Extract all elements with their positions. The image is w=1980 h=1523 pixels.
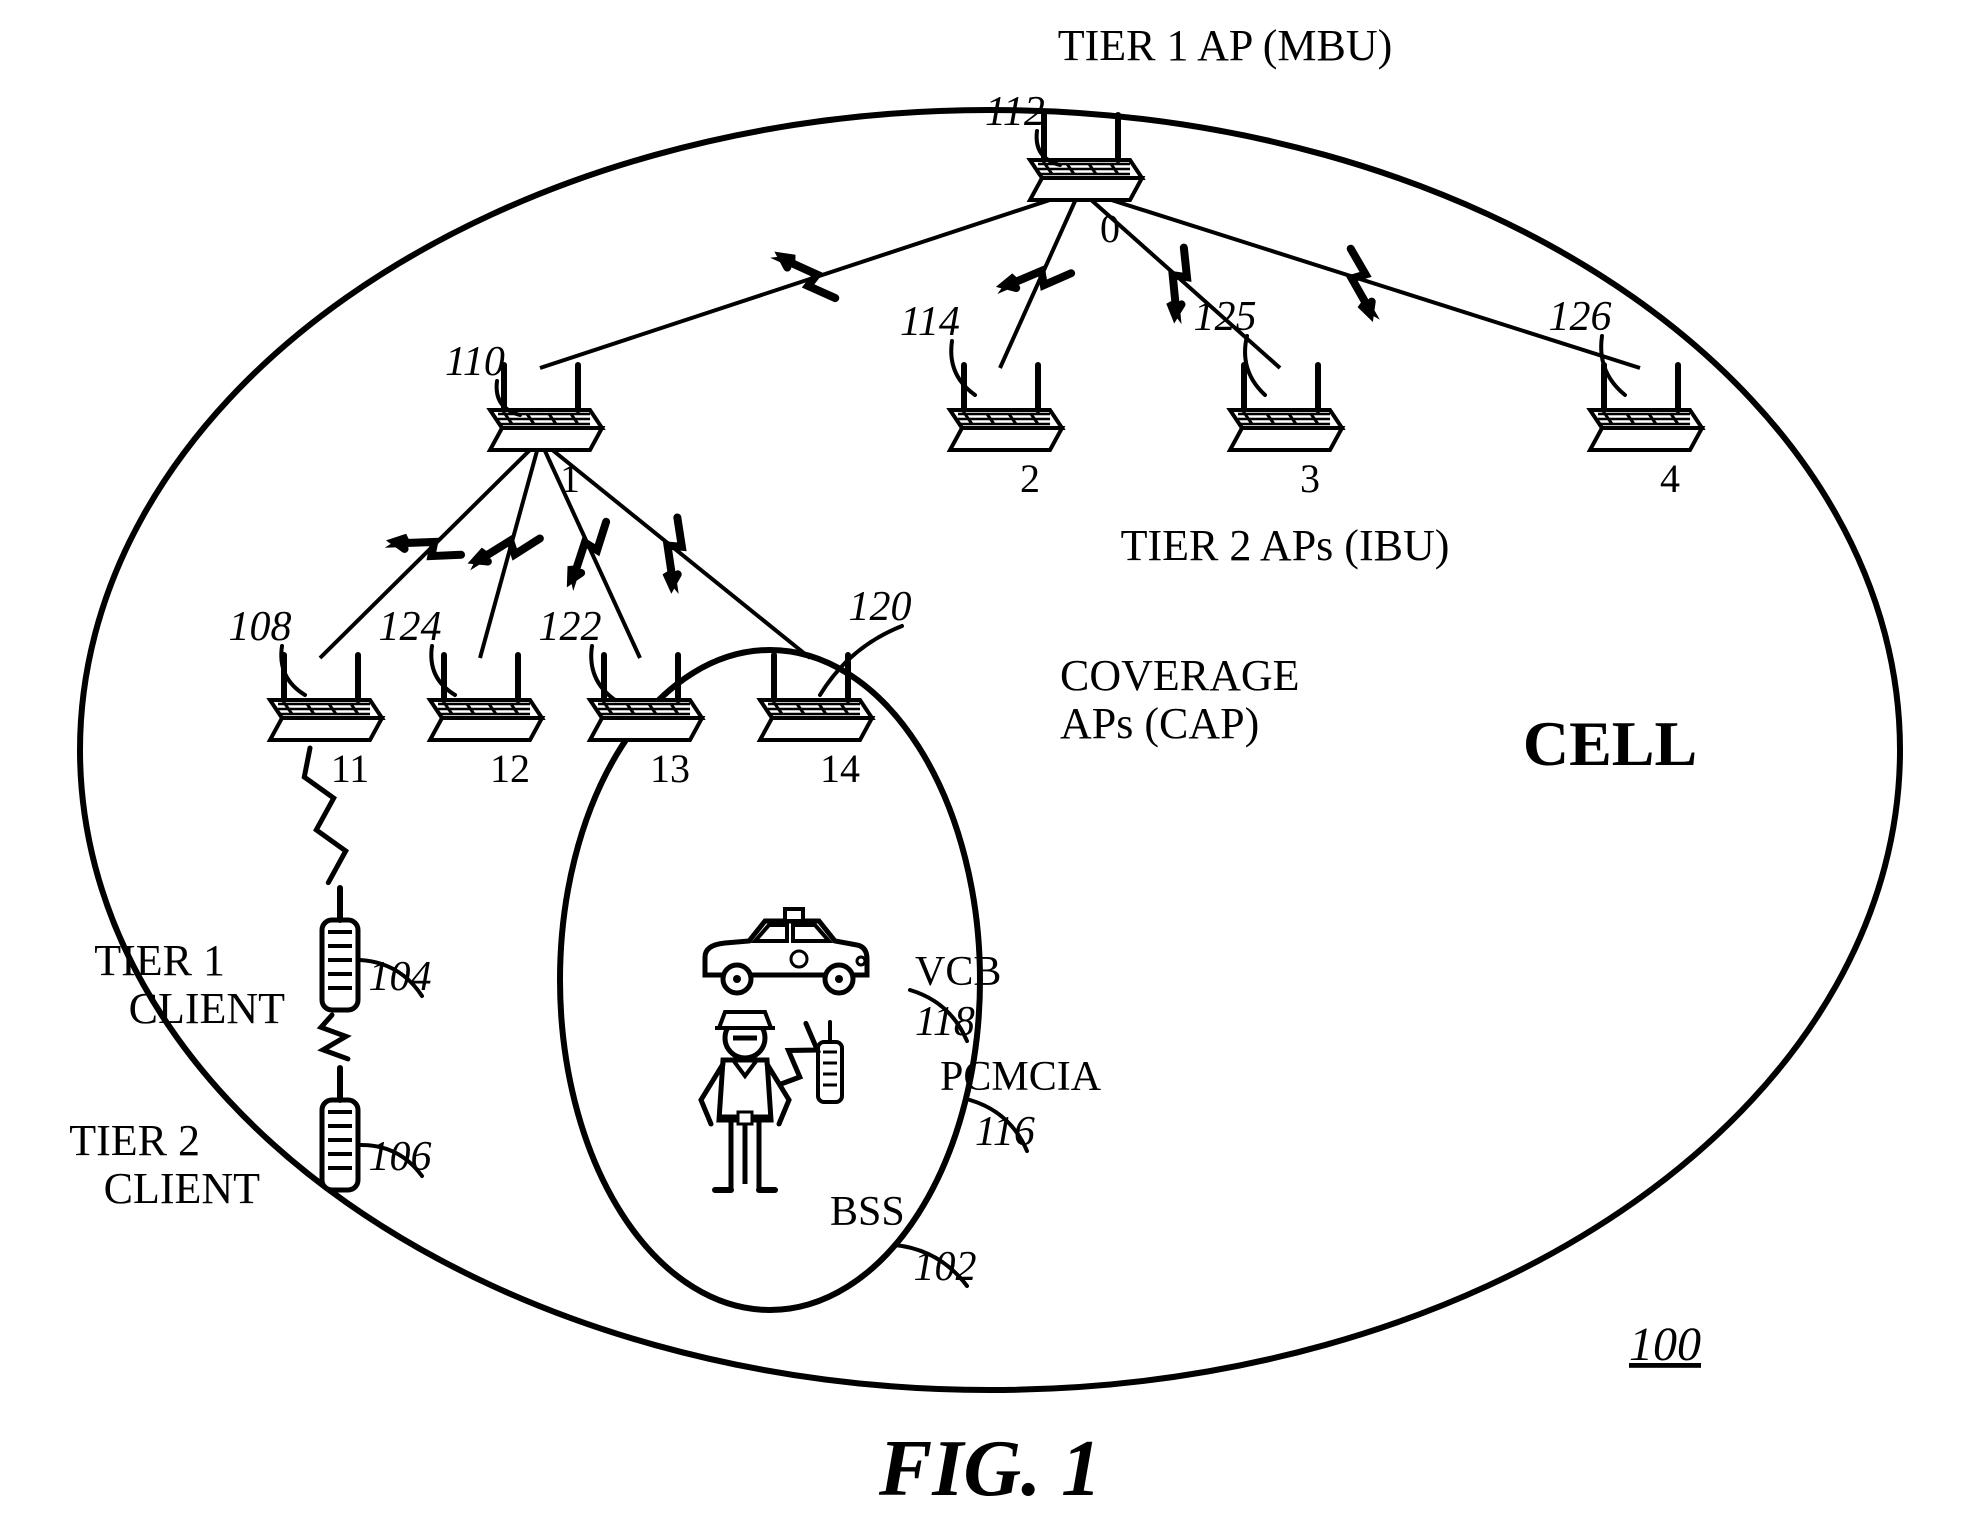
svg-text:126: 126 [1549,294,1612,340]
svg-text:APs (CAP): APs (CAP) [1060,699,1259,748]
svg-text:VCB: VCB [915,949,1001,995]
svg-text:125: 125 [1194,294,1257,340]
svg-text:PCMCIA: PCMCIA [940,1054,1102,1100]
svg-text:CLIENT: CLIENT [129,984,286,1033]
svg-text:1: 1 [560,456,580,501]
svg-text:114: 114 [900,299,960,345]
svg-text:TIER 2 APs (IBU): TIER 2 APs (IBU) [1121,521,1450,570]
svg-text:TIER 1 AP (MBU): TIER 1 AP (MBU) [1058,21,1393,70]
svg-text:108: 108 [229,604,292,650]
svg-text:0: 0 [1100,206,1120,251]
svg-text:TIER 1: TIER 1 [94,936,225,985]
svg-text:14: 14 [820,746,860,791]
svg-text:TIER 2: TIER 2 [69,1116,200,1165]
svg-text:FIG. 1: FIG. 1 [878,1425,1101,1513]
svg-text:120: 120 [849,584,912,630]
svg-text:124: 124 [379,604,442,650]
svg-text:3: 3 [1300,456,1320,501]
svg-text:CLIENT: CLIENT [104,1164,261,1213]
svg-text:COVERAGE: COVERAGE [1060,651,1300,700]
svg-text:13: 13 [650,746,690,791]
svg-text:4: 4 [1660,456,1680,501]
svg-text:110: 110 [445,339,505,385]
svg-text:112: 112 [985,89,1045,135]
svg-text:BSS: BSS [830,1189,905,1235]
svg-text:100: 100 [1629,1318,1701,1371]
svg-text:CELL: CELL [1523,708,1697,779]
svg-text:11: 11 [331,746,370,791]
svg-text:12: 12 [490,746,530,791]
svg-text:2: 2 [1020,456,1040,501]
svg-text:122: 122 [539,604,602,650]
